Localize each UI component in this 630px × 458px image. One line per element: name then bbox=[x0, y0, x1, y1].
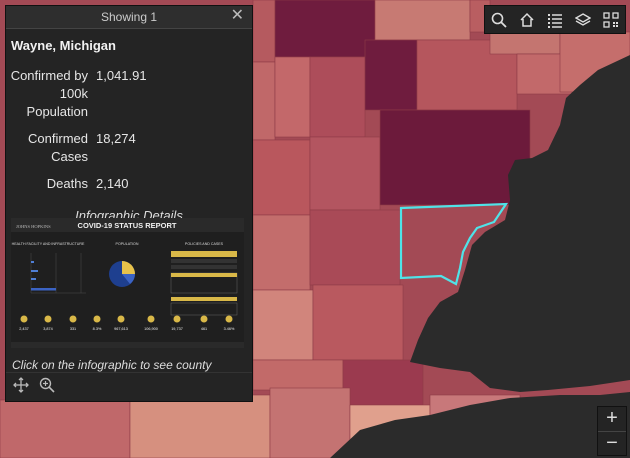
infographic-stat: 19,737 bbox=[171, 327, 183, 331]
zoom-to-icon[interactable] bbox=[39, 377, 57, 395]
attribute-value: 18,274 bbox=[96, 131, 136, 146]
infographic-stat: 2,437 bbox=[19, 327, 29, 331]
popup-header-title: Showing 1 bbox=[100, 10, 158, 24]
infographic-stat: 3,874 bbox=[43, 327, 53, 331]
county-title: Wayne, Michigan bbox=[11, 38, 116, 53]
attribute-label: Confirmed Cases bbox=[28, 131, 88, 164]
infographic-click-note: Click on the infographic to see county bbox=[12, 358, 212, 372]
lake-area bbox=[410, 55, 630, 392]
infographic-stat: 967,613 bbox=[114, 327, 128, 331]
infographic-brand: JOHNS HOPKINS bbox=[16, 224, 51, 229]
infographic-header: COVID-19 STATUS REPORT bbox=[78, 221, 177, 230]
list-icon[interactable] bbox=[545, 10, 565, 30]
attribute-label: Confirmed by 100k Population bbox=[10, 68, 88, 119]
map-toolbar bbox=[484, 5, 626, 34]
attribute-row: Deaths 2,140 bbox=[6, 175, 252, 202]
infographic-stat: 8.3% bbox=[93, 327, 102, 331]
attribute-value: 1,041.91 bbox=[96, 68, 147, 83]
infographic-stat: 461 bbox=[201, 327, 207, 331]
close-icon[interactable]: ✕ bbox=[230, 7, 244, 24]
attribute-row: Confirmed Cases 18,274 bbox=[6, 130, 252, 175]
zoom-controls: + − bbox=[597, 406, 627, 456]
attribute-row: Confirmed by 100k Population 1,041.91 bbox=[6, 67, 252, 130]
move-icon[interactable] bbox=[13, 377, 31, 395]
attribute-value: 2,140 bbox=[96, 176, 129, 191]
infographic-stat: 106,900 bbox=[144, 327, 158, 331]
infographic-thumbnail[interactable]: JOHNS HOPKINS COVID-19 STATUS REPORT HEA… bbox=[11, 218, 244, 348]
infographic-section: POPULATION bbox=[116, 242, 139, 246]
infographic-section: HEALTH FACILITY AND INFRASTRUCTURE bbox=[12, 242, 85, 246]
popup-footer bbox=[6, 372, 252, 401]
infographic-stat: 3.46% bbox=[224, 327, 235, 331]
popup-header: Showing 1 ✕ bbox=[6, 6, 252, 29]
wayne-county-selected[interactable] bbox=[399, 202, 509, 286]
home-icon[interactable] bbox=[517, 10, 537, 30]
popup-panel: Showing 1 ✕ Wayne, Michigan Confirmed by… bbox=[5, 5, 253, 402]
infographic-section: POLICIES AND CASES bbox=[185, 242, 224, 246]
qr-code-icon[interactable] bbox=[601, 10, 621, 30]
infographic-stat: 331 bbox=[70, 327, 76, 331]
search-icon[interactable] bbox=[489, 10, 509, 30]
attribute-label: Deaths bbox=[46, 176, 88, 191]
lake-erie-west bbox=[330, 392, 630, 458]
attribute-table: Confirmed by 100k Population 1,041.91 Co… bbox=[6, 67, 252, 202]
layers-icon[interactable] bbox=[573, 10, 593, 30]
zoom-in-button[interactable]: + bbox=[598, 407, 626, 432]
zoom-out-button[interactable]: − bbox=[606, 432, 618, 454]
